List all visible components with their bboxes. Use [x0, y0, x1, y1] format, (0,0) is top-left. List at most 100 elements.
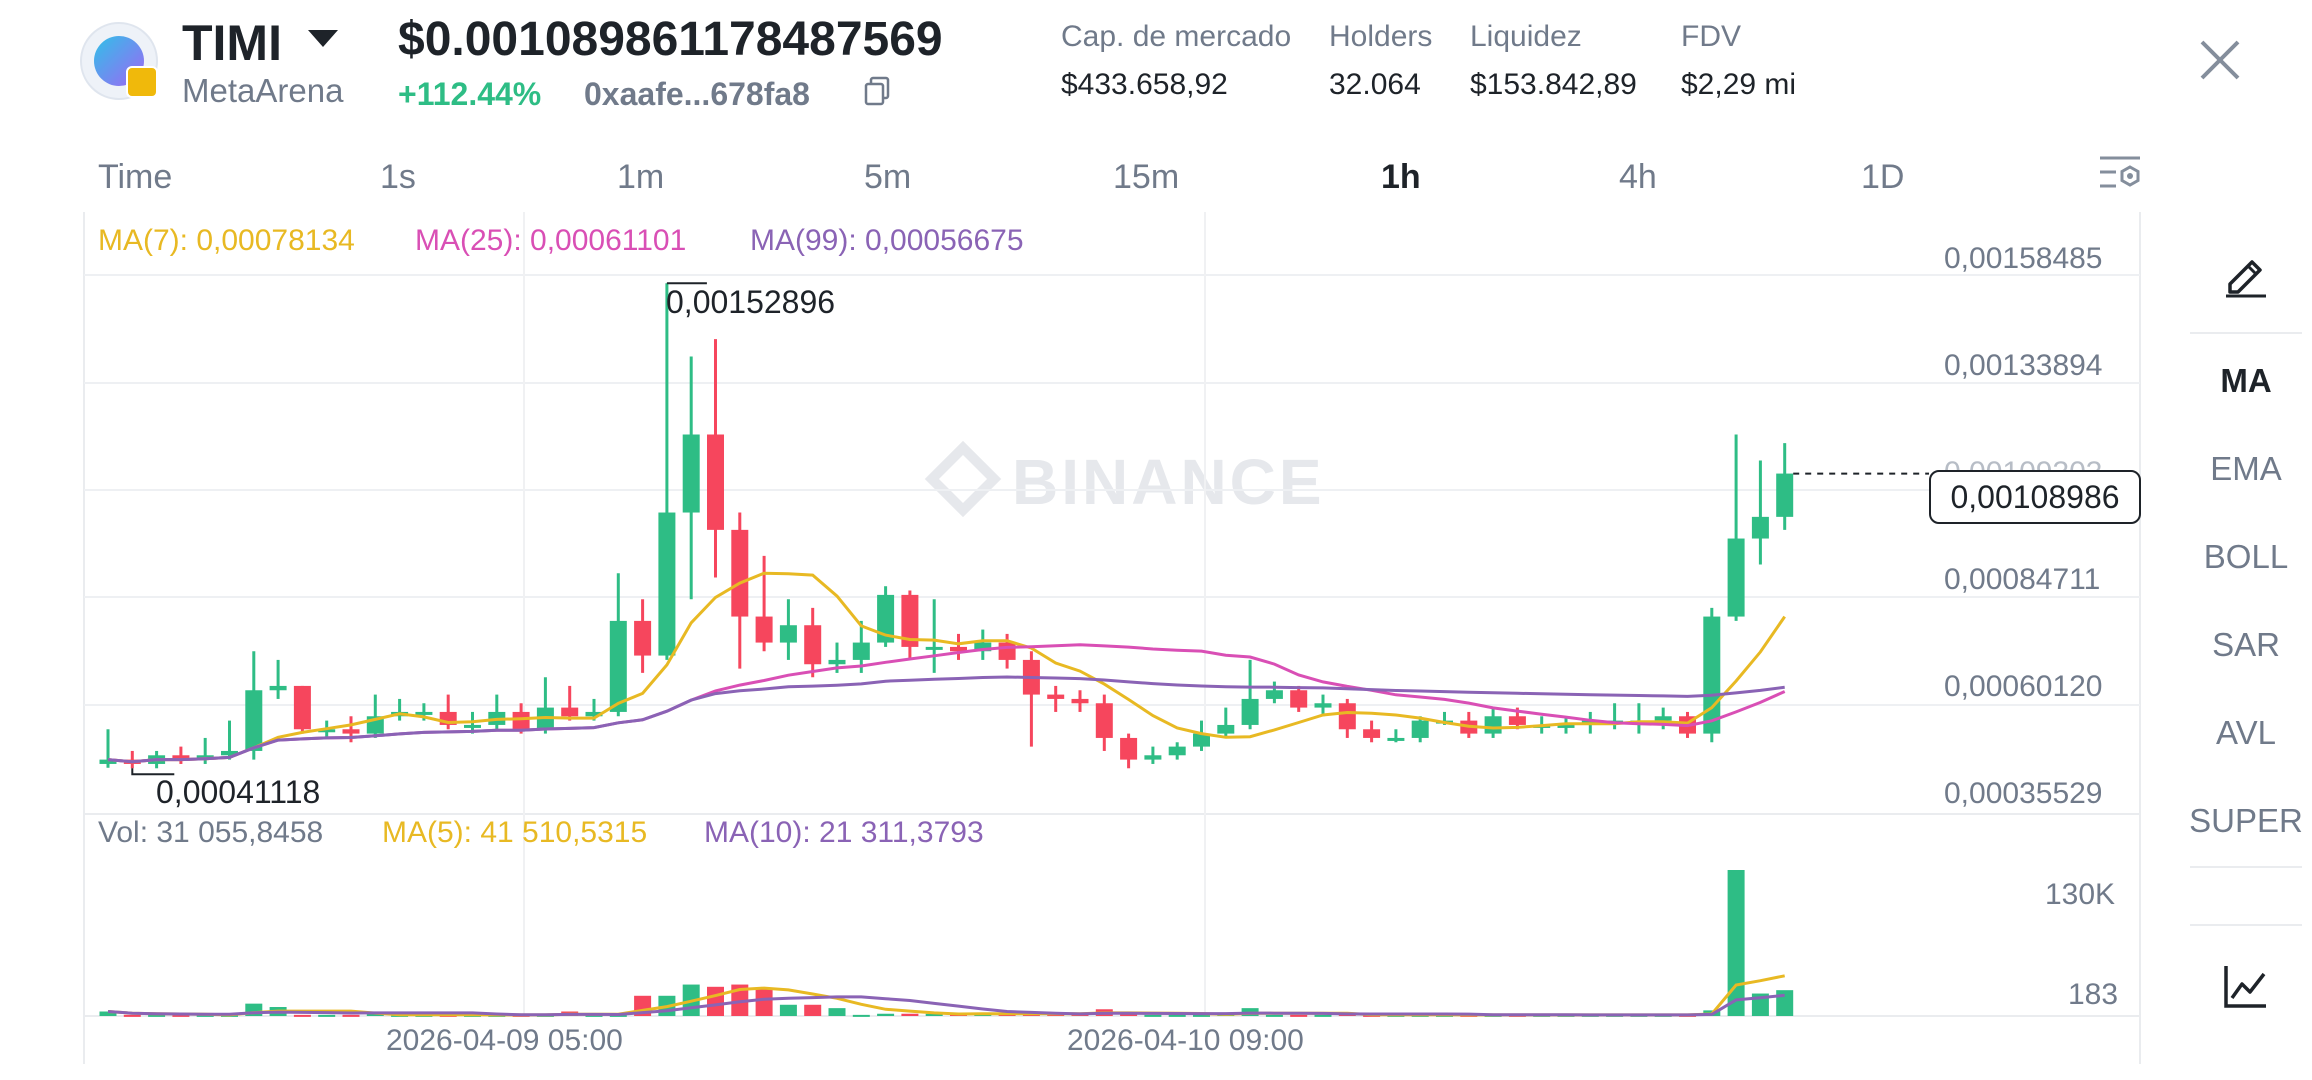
candle-body: [1217, 724, 1235, 734]
candle-body: [1120, 737, 1138, 760]
volume-bar: [925, 1013, 943, 1016]
candle-body: [1290, 690, 1308, 708]
price-axis-label: 0,00035529: [1944, 777, 2103, 810]
date-axis-label: 2026-04-09 05:00: [386, 1024, 623, 1057]
candle-body: [804, 625, 822, 665]
chart-settings-icon[interactable]: [2096, 152, 2144, 196]
indicator-ema[interactable]: EMA: [2210, 450, 2282, 487]
chain-badge-icon: [126, 66, 158, 98]
indicator-super[interactable]: SUPER: [2189, 802, 2303, 839]
candle-body: [1727, 538, 1745, 617]
volume-bar: [1144, 1014, 1162, 1017]
candle-body: [561, 707, 579, 717]
legend-vol-ma10: MA(10): 21 311,3793: [704, 816, 984, 849]
stat-holders-value: 32.064: [1329, 68, 1421, 101]
volume-bar: [293, 1014, 311, 1017]
volume-bar: [852, 1014, 870, 1017]
panel-divider: [2190, 866, 2302, 868]
volume-bar: [901, 1013, 919, 1016]
candle-body: [634, 620, 652, 656]
volume-bar: [731, 984, 749, 1016]
stat-market-cap-label: Cap. de mercado: [1061, 20, 1292, 53]
volume-bar: [1776, 990, 1794, 1016]
tab-15m[interactable]: 15m: [1113, 158, 1180, 196]
candle-body: [1751, 516, 1769, 539]
candle-body: [1387, 737, 1405, 741]
candle-body: [1193, 733, 1210, 747]
line-chart-icon[interactable]: [2222, 962, 2270, 1010]
tab-4h[interactable]: 4h: [1619, 158, 1657, 196]
token-symbol[interactable]: TIMI: [182, 15, 282, 71]
candle-body: [1314, 703, 1332, 708]
volume-bar: [1120, 1013, 1138, 1016]
copy-icon[interactable]: [864, 76, 890, 106]
candle-body: [464, 724, 481, 728]
volume-ma10-line: [107, 993, 1785, 1017]
token-price: $0.001089861178487569: [398, 13, 943, 66]
candle-body: [342, 729, 360, 734]
indicator-avl[interactable]: AVL: [2216, 714, 2276, 751]
candle-body: [1047, 694, 1065, 699]
price-axis-label: 0,00084711: [1944, 563, 2101, 596]
price-axis-label: 0,00133894: [1944, 349, 2103, 382]
volume-bar: [172, 1014, 190, 1017]
volume-axis-label: 130K: [2045, 878, 2116, 911]
low-price-label: 0,00041118: [156, 774, 321, 810]
candle-body: [658, 512, 676, 656]
volume-bar: [196, 1014, 214, 1017]
indicator-sar[interactable]: SAR: [2212, 626, 2280, 663]
stat-liquidity-label: Liquidez: [1470, 20, 1582, 53]
volume-bar: [1193, 1014, 1210, 1017]
candle-body: [925, 646, 943, 650]
candle-body: [779, 625, 797, 643]
indicator-ma[interactable]: MA: [2220, 362, 2272, 399]
token-logo: [80, 22, 158, 100]
tab-5m[interactable]: 5m: [864, 158, 912, 196]
volume-bar: [707, 986, 724, 1016]
tab-time[interactable]: Time: [98, 158, 173, 196]
candle-body: [512, 711, 530, 730]
volume-bar: [755, 989, 773, 1016]
candle-body: [269, 685, 287, 691]
candle-body: [245, 690, 263, 751]
volume-ma5-line: [107, 974, 1785, 1017]
watermark: BINANCE: [1012, 446, 1325, 518]
volume-bar: [318, 1014, 336, 1017]
price-axis-label: 0,00060120: [1944, 670, 2103, 703]
stat-holders-label: Holders: [1329, 20, 1433, 53]
candle-body: [415, 711, 433, 715]
volume-bar: [1290, 1014, 1308, 1017]
tab-1h[interactable]: 1h: [1381, 158, 1421, 196]
candle-body: [609, 620, 627, 712]
tab-1d[interactable]: 1D: [1861, 158, 1905, 196]
candle-body: [1241, 698, 1259, 725]
panel-divider: [2190, 332, 2302, 334]
candle-body: [974, 642, 992, 652]
candle-body: [755, 616, 773, 643]
candle-body: [950, 646, 967, 652]
candle-body: [1703, 616, 1721, 734]
candle-body: [1508, 716, 1526, 725]
candle-body: [1654, 716, 1672, 721]
candle-body: [318, 729, 336, 733]
chevron-down-icon[interactable]: [308, 30, 338, 47]
volume-bar: [828, 1008, 846, 1016]
candle-body: [293, 685, 311, 730]
stat-fdv-value: $2,29 mi: [1681, 68, 1797, 101]
contract-address: 0xaafe...678fa8: [584, 76, 810, 112]
draw-pencil-icon[interactable]: [2222, 250, 2270, 298]
volume-bar: [123, 1014, 141, 1017]
candle-body: [901, 594, 919, 647]
candle-body: [1557, 724, 1575, 728]
volume-bar: [1727, 870, 1745, 1016]
indicator-boll[interactable]: BOLL: [2203, 538, 2289, 575]
tab-1s[interactable]: 1s: [380, 158, 416, 196]
candle-body: [998, 642, 1016, 660]
close-icon[interactable]: [2196, 36, 2244, 84]
high-price-label: 0,00152896: [666, 284, 836, 320]
stat-liquidity-value: $153.842,89: [1470, 68, 1637, 101]
tab-1m[interactable]: 1m: [617, 158, 665, 196]
candle-body: [682, 434, 700, 513]
volume-bar: [804, 1004, 822, 1016]
